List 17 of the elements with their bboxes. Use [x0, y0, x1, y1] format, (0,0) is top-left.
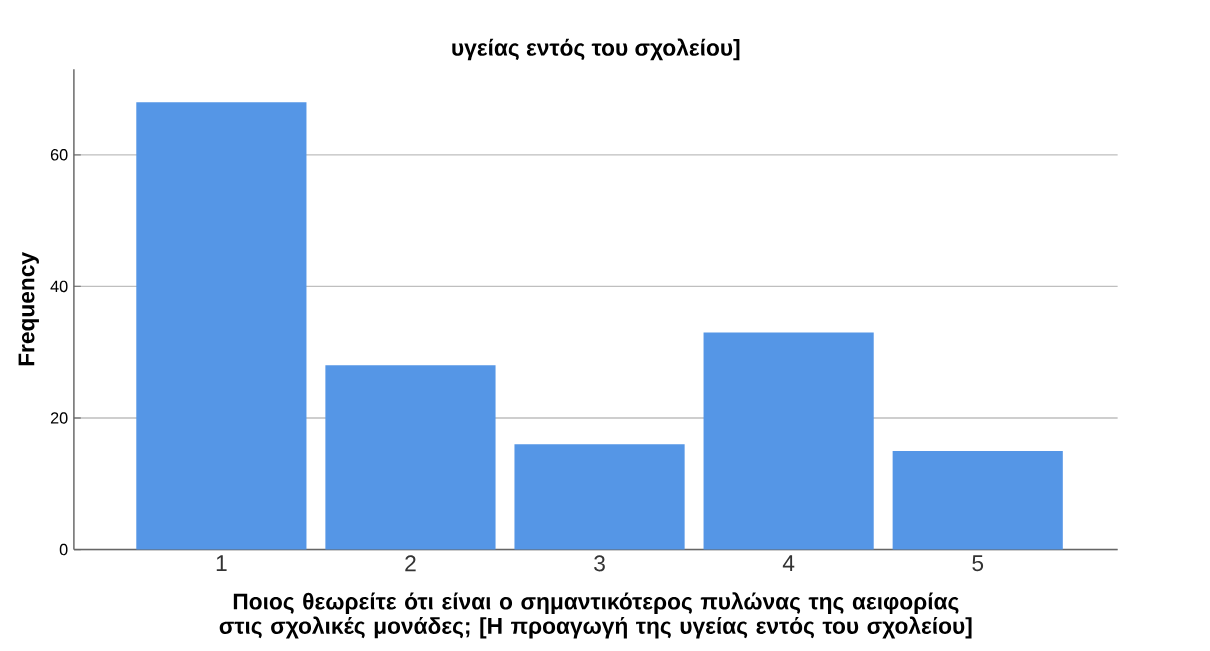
x-axis-title: Ποιος θεωρείτε ότι είναι ο σημαντικότερος πυλώνας της αειφορίας στις σχολικές μονάδες; [Η προαγωγή της υγείας εντός του σχολείου]	[219, 592, 972, 639]
y-tick-label: 20	[50, 412, 68, 424]
y-tick-label: 60	[50, 148, 68, 161]
x-tick-label: 4	[782, 555, 795, 571]
bar	[136, 102, 307, 550]
x-tick-label: 3	[594, 555, 605, 572]
y-axis-title: Frequency	[18, 252, 39, 366]
y-tick-label: 40	[50, 280, 68, 293]
x-tick-label: 2	[405, 555, 416, 572]
x-tick-label: 1	[216, 555, 227, 571]
chart-title: υγείας εντός του σχολείου]	[452, 38, 740, 61]
bar	[892, 450, 1063, 550]
bar	[325, 365, 496, 550]
bar	[703, 332, 874, 550]
x-tick-label: 5	[972, 555, 984, 572]
y-tick-label: 0	[59, 543, 68, 556]
bar	[514, 444, 685, 550]
